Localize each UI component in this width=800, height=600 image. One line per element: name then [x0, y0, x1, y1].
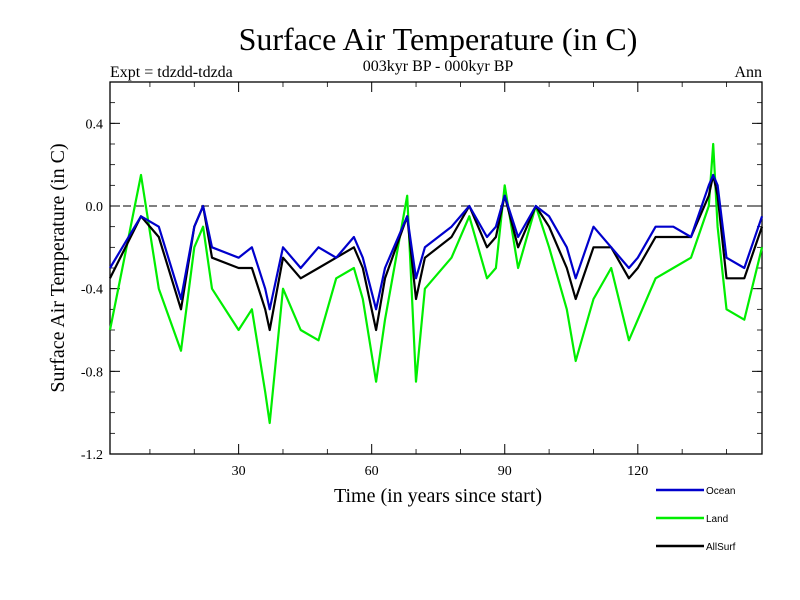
season-label: Ann: [734, 64, 762, 81]
experiment-label: Expt = tdzdd-tdzda: [110, 64, 233, 81]
x-axis-label: Time (in years since start): [334, 485, 542, 507]
legend: Ocean Land AllSurf: [656, 486, 736, 553]
series-line-land: [108, 142, 764, 425]
y-tick-label: -0.4: [81, 283, 103, 298]
series-line-ocean: [109, 173, 764, 311]
x-tick-label: 90: [498, 464, 512, 479]
chart-title: Surface Air Temperature (in C): [239, 21, 638, 57]
series-line-allsurf: [109, 173, 764, 332]
y-tick-label: -0.8: [81, 365, 103, 380]
series-lines: [108, 142, 764, 425]
legend-label-land: Land: [706, 514, 728, 525]
period-subtitle: 003kyr BP - 000kyr BP: [363, 58, 514, 75]
y-ticks: 0.4 0.0 -0.4 -0.8 -1.2: [81, 81, 762, 463]
x-tick-label: 60: [365, 464, 379, 479]
x-ticks: 30 60 90 120: [149, 82, 727, 479]
legend-label-ocean: Ocean: [706, 486, 735, 497]
plot-frame: [109, 81, 763, 455]
y-tick-label: 0.0: [86, 200, 104, 215]
x-tick-label: 30: [232, 464, 246, 479]
legend-label-allsurf: AllSurf: [706, 542, 736, 553]
x-tick-label: 120: [627, 464, 648, 479]
y-tick-label: -1.2: [81, 448, 103, 463]
y-axis-label: Surface Air Temperature (in C): [47, 143, 69, 392]
y-tick-label: 0.4: [86, 117, 104, 132]
